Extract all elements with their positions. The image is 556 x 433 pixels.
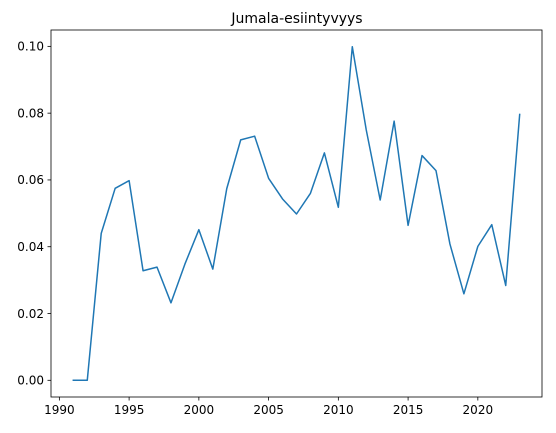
x-tick-label: 2010	[323, 403, 354, 417]
y-tick-label: 0.04	[17, 240, 44, 254]
series-line	[72, 45, 521, 382]
y-tick-label: 0.08	[17, 106, 44, 120]
x-tick-label: 2000	[184, 403, 215, 417]
axes-frame	[50, 29, 543, 398]
x-axis: 1990 1995 2000 2005 2010 2015 2020	[44, 397, 493, 417]
x-tick-label: 1990	[44, 403, 75, 417]
x-tick-label: 2015	[393, 403, 424, 417]
x-tick-label: 1995	[114, 403, 145, 417]
x-tick-label: 2020	[463, 403, 494, 417]
x-tick-label: 2005	[253, 403, 284, 417]
chart-title: Jumala-esiintyvyys	[230, 11, 362, 27]
y-tick-label: 0.00	[17, 374, 44, 388]
y-tick-label: 0.10	[17, 40, 44, 54]
y-axis: 0.00 0.02 0.04 0.06 0.08 0.10	[17, 40, 51, 388]
y-tick-label: 0.02	[17, 307, 44, 321]
plot-area	[72, 45, 521, 382]
y-tick-label: 0.06	[17, 173, 44, 187]
